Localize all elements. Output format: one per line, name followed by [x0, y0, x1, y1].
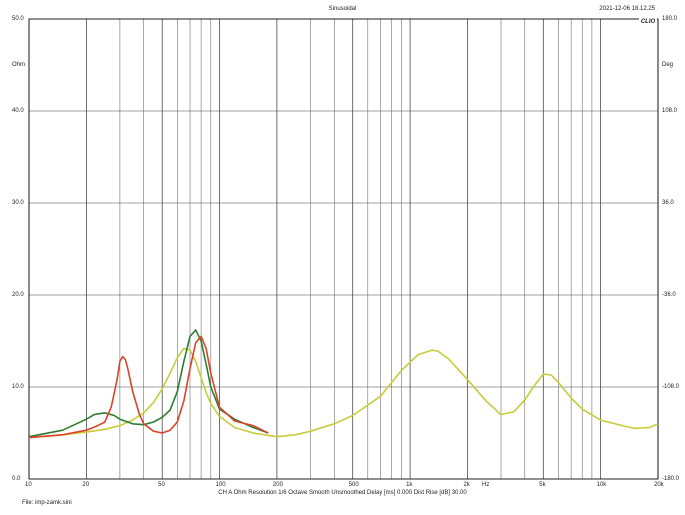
measurement-datetime: 2021-12-06 18.12.25: [599, 6, 655, 12]
x-tick-label: 10: [25, 482, 32, 488]
file-name: File: imp-zamk.sini: [22, 500, 72, 506]
y-left-tick-label: 20.0: [12, 292, 24, 298]
chart-title: Sinusoidal: [328, 6, 357, 12]
y-left-tick-label: 0.0: [12, 476, 21, 482]
y-left-tick-label: 30.0: [12, 200, 24, 206]
x-tick-label: 50: [158, 482, 165, 488]
x-tick-label: 500: [348, 482, 359, 488]
y-left-tick-label: 10.0: [12, 384, 24, 390]
x-tick-label: 200: [272, 482, 283, 488]
clio-logo: CLIO: [639, 18, 657, 26]
y-right-tick-label: -36.0: [662, 292, 676, 298]
x-axis-unit: Hz: [482, 482, 490, 488]
x-tick-label: 5k: [539, 482, 546, 488]
x-tick-label: 100: [215, 482, 226, 488]
series-line-1: [28, 347, 659, 439]
grid-major-lines: [28, 18, 659, 480]
y-left-tick-label: 40.0: [12, 108, 24, 114]
y-right-tick-label: -180.0: [662, 476, 680, 482]
x-tick-label: 2k: [463, 482, 470, 488]
measurement-settings: CH A Ohm Resolution 1/6 Octave Smooth Un…: [218, 490, 467, 496]
y-right-tick-label: 180.0: [662, 16, 678, 22]
y-right-tick-label: -108.0: [662, 384, 680, 390]
y-right-tick-label: 108.0: [662, 108, 678, 114]
y-axis-left-unit: Ohm: [12, 62, 26, 68]
series-layer: [28, 329, 659, 439]
series-line-2: [28, 329, 269, 438]
series-line-3: [28, 335, 269, 439]
x-tick-label: 10k: [596, 482, 607, 488]
y-axis-right-unit: Deg: [662, 62, 674, 68]
y-right-tick-label: 36.0: [662, 200, 674, 206]
x-tick-label: 20: [82, 482, 90, 488]
plot-frame: [28, 18, 659, 480]
x-tick-label: 20k: [654, 482, 664, 488]
grid-minor-lines: [119, 19, 593, 479]
y-left-tick-label: 50.0: [12, 16, 24, 22]
x-tick-label: 1k: [406, 482, 413, 488]
